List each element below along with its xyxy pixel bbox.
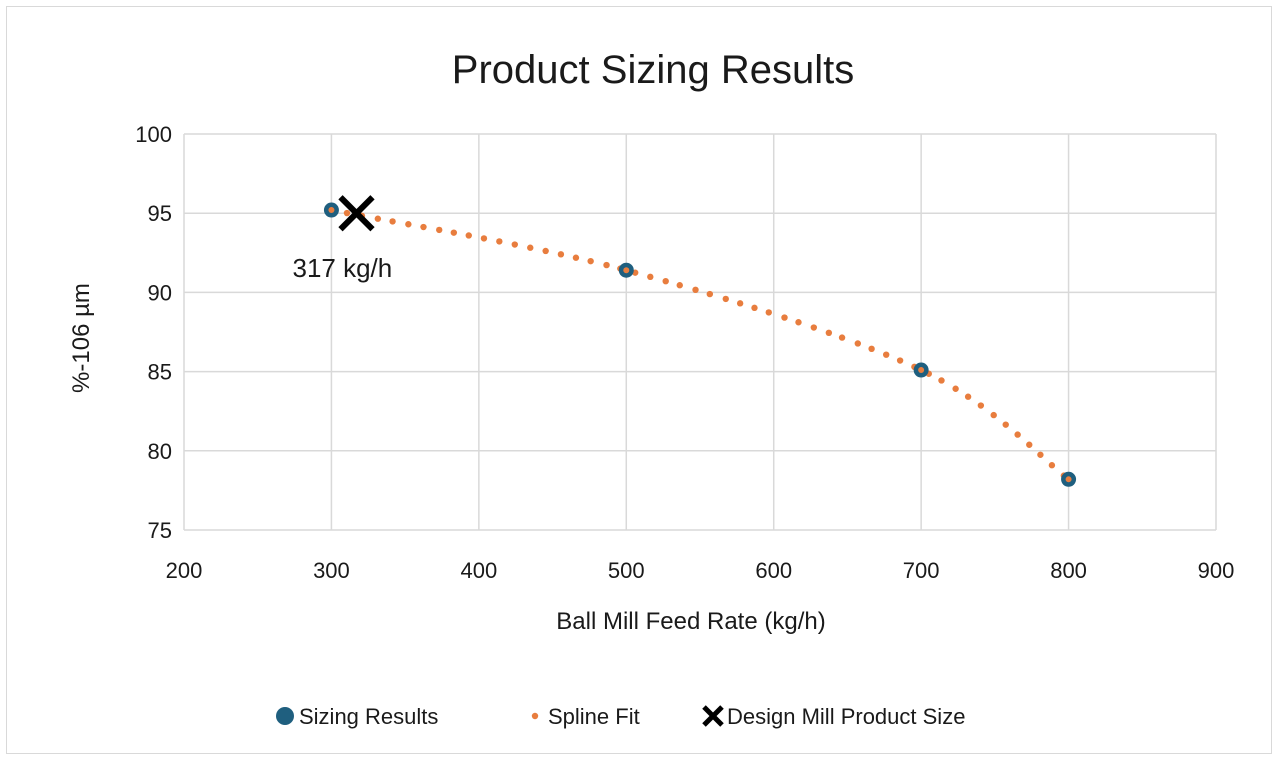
spline-dot (736, 300, 744, 307)
spline-dot (990, 411, 997, 419)
spline-dot (810, 324, 818, 331)
sizing-results-series (323, 202, 1077, 487)
x-tick-label: 800 (1050, 558, 1087, 583)
data-point-center (623, 267, 630, 274)
y-axis-ticks: 75 80 85 90 95 100 (135, 122, 172, 543)
spline-dot (374, 215, 382, 222)
y-tick-label: 75 (148, 518, 172, 543)
spline-dot (825, 329, 833, 337)
spline-dot (480, 235, 488, 242)
legend-item-sizing-results: Sizing Results (276, 704, 438, 729)
spline-dot (781, 314, 788, 321)
spline-dot (722, 295, 729, 303)
spline-dot (465, 232, 472, 239)
legend-marker-x (702, 705, 724, 727)
legend: Sizing Results Spline Fit Design Mill Prod… (276, 704, 965, 729)
spline-dot (436, 226, 443, 234)
x-axis-ticks: 200 300 400 500 600 700 800 900 (166, 558, 1235, 583)
legend-item-design-mill-product-size: Design Mill Product Size (702, 704, 965, 729)
spline-dot (883, 351, 890, 358)
legend-label: Sizing Results (299, 704, 438, 729)
y-tick-label: 100 (135, 122, 172, 147)
spline-dot (854, 340, 861, 347)
x-tick-label: 200 (166, 558, 203, 583)
x-marker-stroke (338, 195, 375, 232)
spline-dot (676, 282, 683, 289)
spline-dot (868, 345, 875, 353)
x-axis-label: Ball Mill Feed Rate (kg/h) (556, 608, 825, 635)
legend-label: Spline Fit (548, 704, 640, 729)
design-mill-product-size-series (338, 195, 375, 232)
x-tick-label: 300 (313, 558, 350, 583)
spline-dot (389, 218, 396, 225)
legend-item-spline-fit: Spline Fit (531, 704, 640, 729)
spline-dot (692, 286, 699, 294)
scatter-chart: Product Sizing Results 75 80 85 90 95 100 200… (68, 48, 1235, 729)
spline-dot (952, 385, 959, 392)
spline-dot (765, 309, 772, 316)
spline-dot (343, 209, 351, 217)
spline-dot (896, 357, 904, 364)
spline-dot (405, 221, 412, 228)
spline-dot (1014, 431, 1021, 438)
spline-dot (420, 223, 427, 231)
spline-dot (450, 229, 458, 236)
legend-label: Design Mill Product Size (727, 704, 965, 729)
spline-dot (751, 304, 758, 312)
legend-marker-dot (531, 712, 539, 720)
y-tick-label: 90 (148, 280, 172, 305)
spline-dot (511, 241, 518, 248)
data-point-center (328, 207, 335, 214)
spline-dot (496, 238, 503, 245)
annotation-label: 317 kg/h (292, 253, 392, 283)
spline-dot (603, 261, 610, 269)
legend-marker-circle (276, 707, 294, 725)
x-tick-label: 400 (460, 558, 497, 583)
spline-dot (662, 277, 669, 285)
design-point-marker (338, 195, 375, 232)
spline-dot (938, 377, 945, 384)
spline-dot (527, 244, 534, 251)
x-tick-label: 600 (755, 558, 792, 583)
spline-fit-series (328, 206, 1068, 479)
data-point-center (1065, 476, 1072, 483)
spline-dot (1037, 451, 1044, 458)
spline-dot (1002, 421, 1009, 428)
spline-dot (1048, 462, 1056, 469)
spline-dot (1026, 441, 1033, 448)
y-axis-label: %-106 µm (68, 283, 95, 393)
spline-dot (647, 273, 654, 281)
spline-dot (587, 257, 594, 265)
y-tick-label: 80 (148, 439, 172, 464)
chart-title: Product Sizing Results (452, 48, 854, 92)
x-tick-label: 700 (903, 558, 940, 583)
spline-dot (557, 251, 565, 258)
spline-dot (838, 334, 846, 341)
data-point-center (918, 367, 925, 374)
spline-dot (977, 402, 985, 409)
spline-dot (572, 254, 580, 261)
chart-area: Product Sizing Results 75 80 85 90 95 100 200… (6, 6, 1272, 754)
x-tick-label: 900 (1198, 558, 1235, 583)
spline-dot (542, 247, 549, 255)
gridlines (183, 133, 1217, 531)
spline-dot (795, 319, 802, 326)
x-tick-label: 500 (608, 558, 645, 583)
y-tick-label: 95 (148, 201, 172, 226)
annotations: 317 kg/h (292, 253, 392, 283)
y-tick-label: 85 (148, 360, 172, 385)
spline-dot (706, 290, 714, 298)
spline-dot (964, 393, 972, 400)
